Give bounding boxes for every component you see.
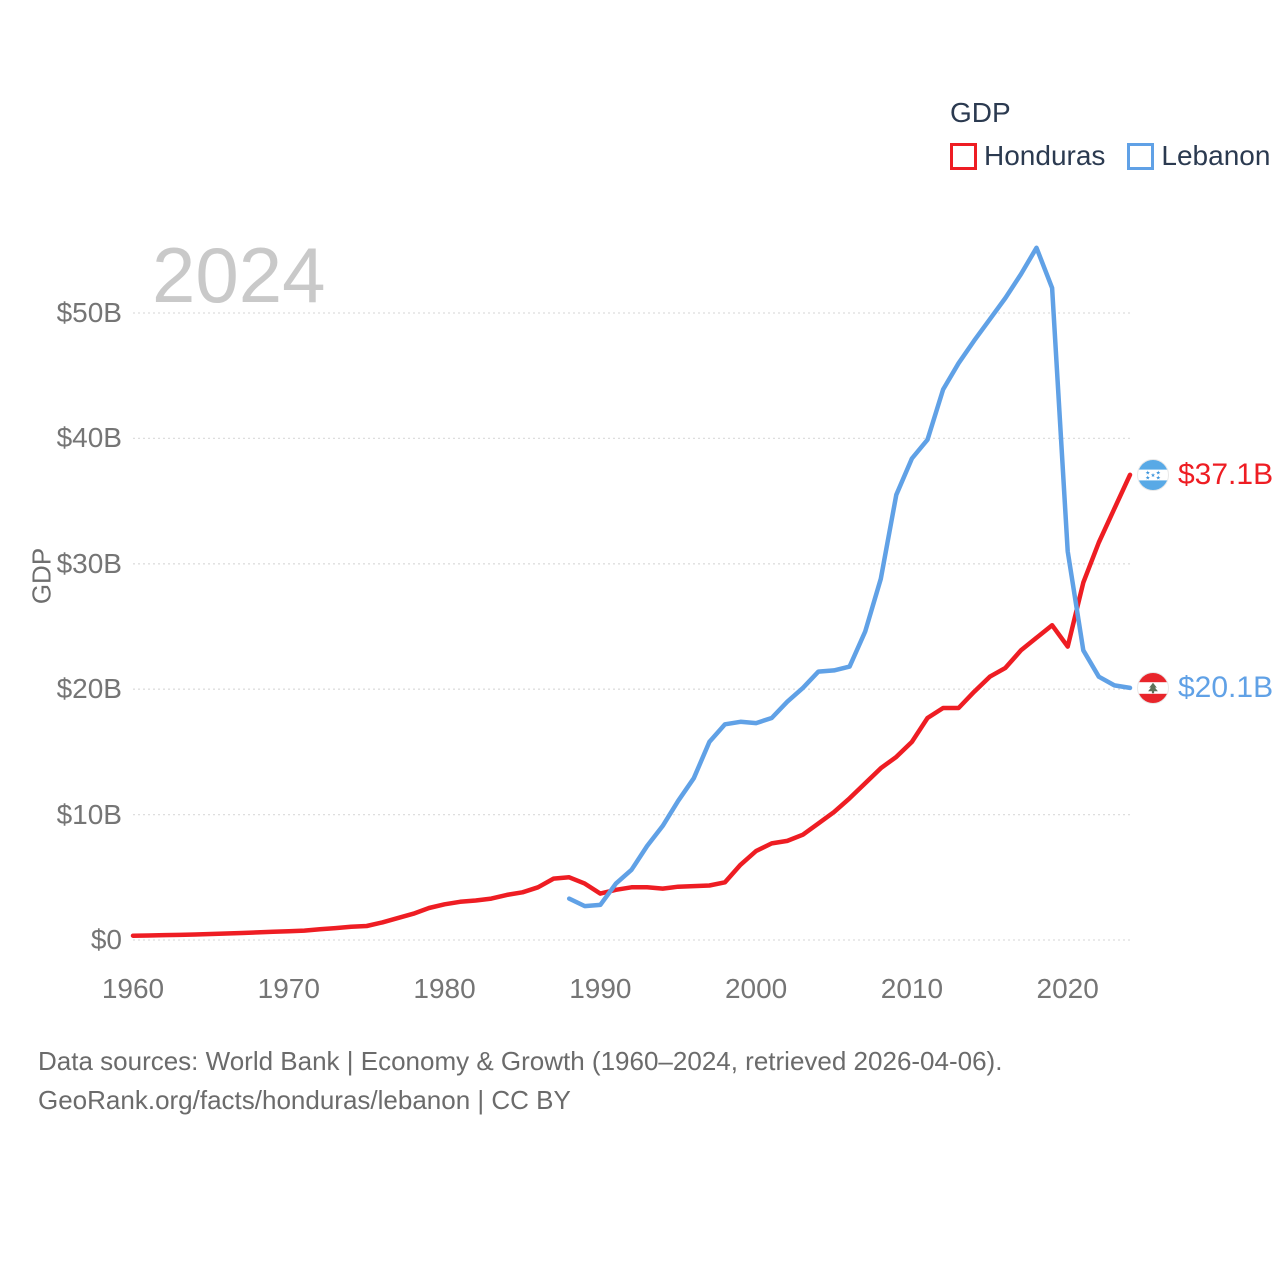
- y-tick-label-30: $30B: [56, 547, 122, 579]
- honduras-flag-icon: ★ ★ ★ ★ ★: [1137, 458, 1169, 491]
- watermark-year: 2024: [152, 231, 326, 319]
- series-lebanon-line[interactable]: [566, 245, 1133, 909]
- svg-text:★: ★: [1156, 474, 1161, 481]
- cedar-tree-icon: [1148, 682, 1158, 694]
- x-tick-label-2010: 2010: [880, 973, 944, 1004]
- legend-swatch-lebanon-icon: [1127, 142, 1155, 170]
- gdp-line-chart[interactable]: [0, 0, 1280, 1010]
- x-tick-label-2020: 2020: [1036, 973, 1099, 1004]
- svg-text:★: ★: [1145, 474, 1150, 481]
- y-tick-label-50: $50B: [56, 297, 122, 328]
- legend-title: GDP: [950, 97, 1011, 128]
- series-honduras-line[interactable]: [130, 472, 1133, 938]
- svg-text:★: ★: [1150, 472, 1155, 479]
- end-label-honduras: ★ ★ ★ ★ ★ $37.1B: [1137, 457, 1273, 493]
- x-tick-label-1960: 1960: [101, 973, 165, 1004]
- footer-attribution-line: GeoRank.org/facts/honduras/lebanon | CC …: [38, 1085, 571, 1115]
- y-tick-label-0: $0: [90, 924, 122, 955]
- x-tick-label-1990: 1990: [569, 973, 632, 1004]
- legend-item-honduras[interactable]: Honduras: [950, 139, 1105, 173]
- svg-text:★: ★: [1156, 469, 1161, 476]
- lebanon-flag-icon: [1137, 671, 1169, 704]
- svg-text:★: ★: [1145, 469, 1150, 476]
- end-label-honduras-value: $37.1B: [1178, 457, 1274, 491]
- y-tick-label-20: $20B: [56, 673, 122, 705]
- legend-swatch-honduras-icon: [950, 142, 977, 170]
- legend: GDP Honduras Lebanon: [950, 96, 1270, 173]
- legend-row: Honduras Lebanon: [950, 139, 1270, 173]
- end-label-lebanon-value: $20.1B: [1178, 670, 1274, 704]
- x-tick-label-1980: 1980: [413, 973, 476, 1004]
- y-tick-label-40: $40B: [56, 422, 122, 454]
- footer: Data sources: World Bank | Economy & Gro…: [38, 1042, 1002, 1120]
- legend-label-honduras: Honduras: [984, 140, 1106, 171]
- x-tick-label-1970: 1970: [257, 973, 320, 1004]
- legend-label-lebanon: Lebanon: [1161, 140, 1271, 171]
- y-tick-label-10: $10B: [56, 798, 122, 830]
- footer-sources-line: Data sources: World Bank | Economy & Gro…: [38, 1046, 1003, 1076]
- x-tick-label-2000: 2000: [724, 973, 788, 1004]
- legend-item-lebanon[interactable]: Lebanon: [1127, 139, 1270, 173]
- end-label-lebanon: $20.1B: [1137, 670, 1273, 706]
